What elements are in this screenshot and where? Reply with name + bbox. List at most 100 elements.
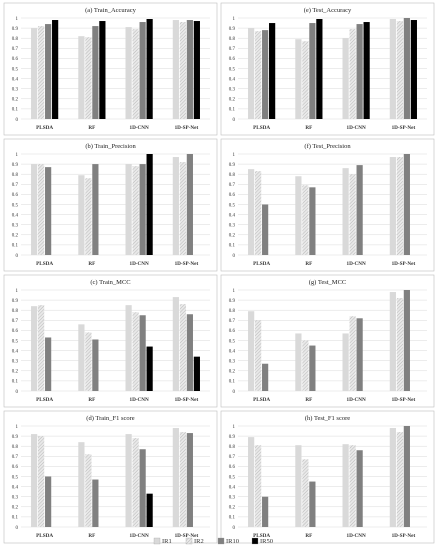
y-tick-label: 1 bbox=[16, 17, 19, 22]
y-tick-label: 1 bbox=[16, 289, 19, 294]
y-tick-label: 0 bbox=[16, 526, 19, 531]
x-category-label: 1D-SP-Net bbox=[392, 261, 416, 267]
y-tick-label: 0.6 bbox=[229, 57, 236, 62]
bar-plsda-ir2 bbox=[255, 171, 262, 255]
y-tick-label: 0 bbox=[233, 390, 236, 395]
chart-title: (f) Test_Precision bbox=[304, 143, 351, 150]
chart-title: (e) Test_Accuracy bbox=[304, 7, 352, 14]
y-tick-label: 0.4 bbox=[12, 485, 19, 490]
bar-1d-sp-net-ir10 bbox=[403, 18, 410, 119]
bar-1d-cnn-ir1 bbox=[342, 444, 349, 527]
bar-1d-cnn-ir10 bbox=[139, 22, 146, 119]
y-tick-label: 0.7 bbox=[229, 455, 236, 460]
bar-plsda-ir10 bbox=[45, 24, 52, 120]
y-tick-label: 0.7 bbox=[229, 47, 236, 52]
bar-plsda-ir10 bbox=[45, 337, 52, 391]
y-tick-label: 0.9 bbox=[229, 163, 236, 168]
panel-border bbox=[220, 2, 435, 136]
chart-panel-c-train-mcc: (c) Train_MCC 0 0.1 0.2 0.3 0.4 0.5 0.6 0.7 0.8 0.… bbox=[3, 274, 218, 408]
bar-rf-ir50 bbox=[316, 19, 323, 119]
y-tick-label: 0.7 bbox=[12, 455, 19, 460]
y-tick-label: 1 bbox=[16, 425, 19, 430]
y-tick-label: 0.4 bbox=[12, 349, 19, 354]
bar-1d-cnn-ir1 bbox=[342, 168, 349, 255]
y-tick-label: 1 bbox=[16, 153, 19, 158]
bar-1d-cnn-ir2 bbox=[132, 438, 139, 527]
bar-rf-ir2 bbox=[302, 185, 309, 255]
x-category-label: 1D-CNN bbox=[346, 125, 366, 131]
y-tick-label: 0.4 bbox=[229, 349, 236, 354]
x-category-label: 1D-CNN bbox=[129, 125, 149, 131]
y-tick-label: 0.8 bbox=[229, 445, 236, 450]
x-category-label: PLSDA bbox=[36, 125, 53, 131]
y-tick-label: 0.6 bbox=[229, 193, 236, 198]
bar-rf-ir1 bbox=[295, 445, 302, 527]
y-tick-label: 0.2 bbox=[12, 506, 19, 511]
x-category-label: PLSDA bbox=[36, 397, 53, 403]
x-category-label: 1D-CNN bbox=[346, 261, 366, 267]
y-tick-label: 0.3 bbox=[229, 224, 236, 229]
charts-layer: (a) Train_Accuracy 0 0.1 0.2 0.3 0.4 0.5 0.6 0.7… bbox=[3, 2, 435, 544]
bar-1d-sp-net-ir2 bbox=[179, 22, 186, 119]
y-tick-label: 0.9 bbox=[229, 435, 236, 440]
y-tick-label: 0 bbox=[233, 254, 236, 259]
legend-label: IR1 bbox=[162, 538, 172, 545]
bar-rf-ir2 bbox=[85, 332, 92, 391]
y-tick-label: 0.6 bbox=[229, 329, 236, 334]
y-tick-label: 0.5 bbox=[229, 475, 236, 480]
bar-1d-cnn-ir1 bbox=[125, 164, 132, 255]
y-tick-label: 0.2 bbox=[12, 234, 19, 239]
y-tick-label: 0.5 bbox=[229, 203, 236, 208]
bar-plsda-ir1 bbox=[31, 434, 38, 527]
chart-title: (h) Test_F1 score bbox=[305, 415, 350, 422]
bar-1d-cnn-ir10 bbox=[139, 164, 146, 255]
y-tick-label: 1 bbox=[233, 153, 236, 158]
bar-1d-cnn-ir2 bbox=[132, 312, 139, 391]
legend-item-ir2: IR2 bbox=[185, 537, 204, 545]
bar-rf-ir10 bbox=[309, 187, 316, 255]
bar-plsda-ir10 bbox=[45, 476, 52, 527]
legend-label: IR2 bbox=[194, 538, 204, 545]
y-tick-label: 0.1 bbox=[229, 244, 236, 249]
y-tick-label: 0.2 bbox=[12, 98, 19, 103]
chart-title: (g) Test_MCC bbox=[309, 279, 347, 286]
bar-plsda-ir50 bbox=[52, 20, 59, 119]
x-category-label: 1D-SP-Net bbox=[175, 533, 199, 539]
y-tick-label: 0.5 bbox=[12, 67, 19, 72]
x-category-label: 1D-SP-Net bbox=[175, 261, 199, 267]
bar-1d-cnn-ir2 bbox=[132, 29, 139, 119]
y-tick-label: 0.8 bbox=[12, 173, 19, 178]
legend-item-ir1: IR1 bbox=[153, 537, 172, 545]
bar-plsda-ir2 bbox=[38, 305, 45, 391]
bar-rf-ir2 bbox=[85, 178, 92, 255]
x-category-label: 1D-SP-Net bbox=[392, 125, 416, 131]
panel-border bbox=[3, 274, 218, 408]
bar-rf-ir1 bbox=[78, 175, 85, 255]
x-category-label: PLSDA bbox=[36, 261, 53, 267]
bar-1d-sp-net-ir2 bbox=[179, 304, 186, 391]
bar-rf-ir10 bbox=[92, 339, 99, 391]
bar-1d-sp-net-ir2 bbox=[179, 162, 186, 255]
x-category-label: PLSDA bbox=[253, 261, 270, 267]
bar-1d-sp-net-ir1 bbox=[389, 157, 396, 255]
x-category-label: 1D-CNN bbox=[129, 261, 149, 267]
bar-rf-ir1 bbox=[78, 324, 85, 391]
bar-1d-cnn-ir1 bbox=[342, 38, 349, 120]
x-category-label: 1D-SP-Net bbox=[392, 397, 416, 403]
bar-rf-ir1 bbox=[78, 36, 85, 119]
y-tick-label: 0.4 bbox=[229, 213, 236, 218]
bar-rf-ir2 bbox=[85, 37, 92, 119]
bar-plsda-ir10 bbox=[262, 496, 269, 527]
bar-1d-sp-net-ir1 bbox=[172, 428, 179, 527]
x-category-label: RF bbox=[88, 533, 95, 539]
x-category-label: RF bbox=[88, 125, 95, 131]
chart-panel-g-test-mcc: (g) Test_MCC 0 0.1 0.2 0.3 0.4 0.5 0.6 0.7 0.8 0.9… bbox=[220, 274, 435, 408]
y-tick-label: 0.7 bbox=[229, 183, 236, 188]
y-tick-label: 1 bbox=[233, 17, 236, 22]
bar-plsda-ir1 bbox=[31, 28, 38, 120]
bar-plsda-ir1 bbox=[31, 306, 38, 391]
bar-1d-sp-net-ir10 bbox=[403, 426, 410, 527]
panel-border bbox=[3, 138, 218, 272]
bar-plsda-ir10 bbox=[262, 204, 269, 255]
bar-1d-cnn-ir1 bbox=[125, 305, 132, 391]
